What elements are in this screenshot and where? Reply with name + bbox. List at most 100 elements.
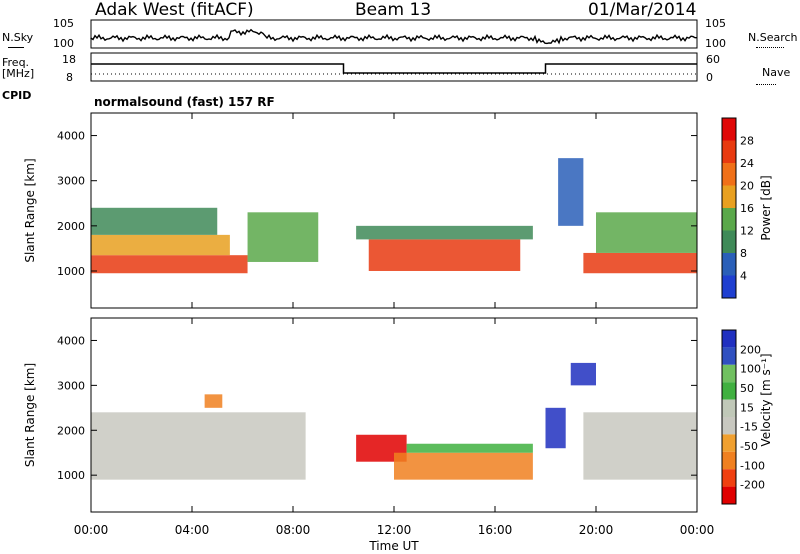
velocity-colorbar-frame [721, 329, 737, 505]
heatmap-panels: 1000 2000 3000 4000 Slant Range [km] 1000 2000… [23, 112, 698, 513]
velocity-colorbar-label: Velocity [m s⁻¹] [759, 353, 773, 446]
nsearch-tick-bottom: 100 [705, 37, 726, 50]
power-colorbar-cell [722, 118, 736, 141]
velocity-colorbar-cell [722, 347, 736, 365]
velocity-colorbar-cell [722, 330, 736, 348]
nsky-label: N.Sky [2, 31, 34, 44]
power-colorbar-cell [722, 208, 736, 231]
velocity-colorbar-cell [722, 486, 736, 504]
nsearch-label: N.Search [748, 31, 798, 44]
x-axis-label: Time UT [368, 539, 419, 553]
data-band [583, 252, 697, 274]
velocity-colorbar-cell [722, 399, 736, 417]
y-tick-label: 1000 [57, 469, 85, 482]
freq-tick-bottom: 8 [66, 71, 73, 84]
nsearch-legend-line [756, 47, 784, 48]
x-tick-label: 08:00 [276, 523, 311, 537]
radar-title: Adak West (fitACF) [95, 0, 254, 20]
nave-legend-line [756, 84, 776, 85]
power-colorbar-tick: 20 [740, 180, 754, 193]
data-band [596, 212, 697, 253]
nave-label: Nave [762, 66, 791, 79]
velocity-colorbar-tick: 100 [740, 363, 761, 376]
nsky-strip-frame [90, 19, 698, 49]
data-band [356, 225, 533, 240]
data-band [394, 452, 533, 480]
power-colorbar-tick: 4 [740, 270, 747, 283]
data-band [406, 443, 533, 453]
x-tick-label: 12:00 [377, 523, 412, 537]
data-band [570, 362, 596, 386]
y-tick-label: 2000 [57, 424, 85, 437]
power-colorbar-cell [722, 275, 736, 298]
velocity-colorbar-cell [722, 417, 736, 435]
nsky-tick-top: 105 [53, 17, 74, 30]
nave-tick-bottom: 0 [706, 71, 713, 84]
x-tick-label: 04:00 [175, 523, 210, 537]
nsearch-tick-top: 105 [705, 17, 726, 30]
power-colorbar-tick: 28 [740, 135, 754, 148]
cpid-label: CPID [2, 89, 32, 102]
colorbars: 4 8 12 16 20 24 28 Power [dB] 200 100 50 15 -15 -50 -1… [721, 117, 773, 505]
nsky-series-line [90, 28, 697, 45]
power-colorbar-tick: 12 [740, 225, 754, 238]
freq-label-1: Freq. [2, 56, 30, 69]
velocity-colorbar-tick: -200 [740, 479, 765, 492]
data-band [91, 255, 248, 274]
velocity-colorbar-tick: -15 [740, 421, 758, 434]
power-colorbar-cell [722, 253, 736, 276]
nsky-legend-line [8, 47, 24, 48]
data-band [558, 158, 584, 226]
x-tick-label: 20:00 [579, 523, 614, 537]
data-band [583, 412, 697, 480]
y-tick-label: 3000 [57, 175, 85, 188]
power-colorbar-tick: 24 [740, 157, 754, 170]
power-colorbar-label: Power [dB] [759, 175, 773, 240]
power-colorbar-cell [722, 185, 736, 208]
power-colorbar-tick: 16 [740, 202, 754, 215]
panel-power: 1000 2000 3000 4000 Slant Range [km] [23, 112, 698, 309]
freq-tick-top: 18 [62, 53, 76, 66]
x-tick-label: 00:00 [74, 523, 109, 537]
velocity-colorbar-tick: 200 [740, 343, 761, 356]
y-axis-label: Slant Range [km] [23, 158, 37, 262]
time-axis: 00:00 04:00 08:00 12:00 16:00 20:00 00:00 Time … [74, 523, 715, 553]
velocity-colorbar-cell [722, 382, 736, 400]
x-tick-label: 00:00 [680, 523, 715, 537]
date-title: 01/Mar/2014 [588, 0, 697, 20]
data-band [91, 412, 306, 480]
power-colorbar-cell [722, 230, 736, 253]
freq-series-line [91, 63, 697, 74]
velocity-colorbar-cell [722, 451, 736, 470]
power-colorbar-cell [722, 163, 736, 186]
y-tick-label: 2000 [57, 220, 85, 233]
data-band [247, 212, 319, 262]
velocity-colorbar-tick: 15 [740, 401, 754, 414]
x-tick-label: 16:00 [478, 523, 513, 537]
data-band [545, 407, 566, 449]
nsky-tick-bottom: 100 [53, 37, 74, 50]
mode-text: normalsound (fast) 157 RF [94, 95, 275, 109]
data-band [91, 207, 218, 235]
velocity-colorbar-cell [722, 434, 736, 452]
y-tick-label: 1000 [57, 265, 85, 278]
data-band [204, 394, 223, 408]
data-band [368, 239, 521, 271]
velocity-colorbar-tick: -100 [740, 459, 765, 472]
y-tick-label: 3000 [57, 379, 85, 392]
y-axis-label: Slant Range [km] [23, 363, 37, 467]
velocity-colorbar-cell [722, 364, 736, 383]
data-band [91, 234, 230, 256]
power-colorbar-cell [722, 140, 736, 163]
freq-strip-frame [90, 52, 698, 82]
velocity-colorbar-tick: -50 [740, 440, 758, 453]
power-colorbar-frame [721, 117, 737, 299]
velocity-colorbar-tick: 50 [740, 382, 754, 395]
velocity-colorbar-cell [722, 469, 736, 487]
freq-label-2: [MHz] [2, 67, 35, 80]
beam-title: Beam 13 [355, 0, 432, 20]
panel-velocity: 1000 2000 3000 4000 Slant Range [km] [23, 317, 698, 513]
summary-strips: 105 100 105 100 18 8 60 0 [53, 17, 726, 84]
y-tick-label: 4000 [57, 130, 85, 143]
